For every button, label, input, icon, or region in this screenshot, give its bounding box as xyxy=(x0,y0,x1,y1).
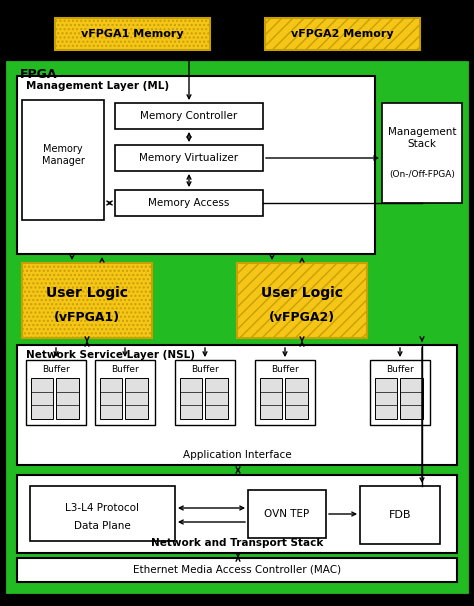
Text: Buffer: Buffer xyxy=(42,365,70,375)
Bar xyxy=(237,263,367,338)
Bar xyxy=(115,190,263,216)
Text: L3-L4 Protocol: L3-L4 Protocol xyxy=(65,503,139,513)
Bar xyxy=(22,100,104,220)
Text: Memory
Manager: Memory Manager xyxy=(42,144,84,166)
Bar xyxy=(56,378,79,419)
Text: FDB: FDB xyxy=(389,510,411,520)
Bar xyxy=(26,360,86,425)
Bar xyxy=(95,360,155,425)
Bar xyxy=(255,360,315,425)
Text: Memory Access: Memory Access xyxy=(148,198,230,208)
Text: Memory Virtualizer: Memory Virtualizer xyxy=(139,153,238,163)
Text: Network and Transport Stack: Network and Transport Stack xyxy=(151,538,323,548)
Bar xyxy=(31,378,54,419)
Bar xyxy=(115,103,263,129)
Bar xyxy=(180,378,202,419)
Text: vFPGA1 Memory: vFPGA1 Memory xyxy=(81,29,184,39)
Bar xyxy=(382,103,462,203)
Bar xyxy=(17,475,457,553)
Text: User Logic: User Logic xyxy=(261,286,343,300)
Text: OVN TEP: OVN TEP xyxy=(264,509,310,519)
Bar xyxy=(55,18,210,50)
Text: (On-/Off-FPGA): (On-/Off-FPGA) xyxy=(389,170,455,179)
Bar xyxy=(401,378,423,419)
Text: Memory Controller: Memory Controller xyxy=(140,111,237,121)
Text: Buffer: Buffer xyxy=(271,365,299,375)
Bar xyxy=(7,62,467,592)
Bar xyxy=(370,360,430,425)
Bar xyxy=(17,345,457,465)
Text: Network Service Layer (NSL): Network Service Layer (NSL) xyxy=(26,350,195,360)
Text: Management Layer (ML): Management Layer (ML) xyxy=(26,81,169,91)
Text: Data Plane: Data Plane xyxy=(73,521,130,531)
Bar xyxy=(22,263,152,338)
Text: Buffer: Buffer xyxy=(191,365,219,375)
Bar xyxy=(115,145,263,171)
Bar xyxy=(206,378,228,419)
Text: User Logic: User Logic xyxy=(46,286,128,300)
Text: Application Interface: Application Interface xyxy=(182,450,292,460)
Text: Buffer: Buffer xyxy=(386,365,414,375)
Text: FPGA: FPGA xyxy=(20,67,57,81)
Text: (vFPGA1): (vFPGA1) xyxy=(54,311,120,324)
Bar xyxy=(360,486,440,544)
Bar xyxy=(265,18,420,50)
Bar xyxy=(17,76,375,254)
Bar xyxy=(126,378,148,419)
Text: Ethernet Media Access Controller (MAC): Ethernet Media Access Controller (MAC) xyxy=(133,565,341,575)
Bar xyxy=(100,378,122,419)
Bar xyxy=(285,378,308,419)
Text: Buffer: Buffer xyxy=(111,365,139,375)
Bar xyxy=(17,558,457,582)
Text: (vFPGA2): (vFPGA2) xyxy=(269,311,335,324)
Bar xyxy=(175,360,235,425)
Bar xyxy=(30,486,175,541)
Text: vFPGA2 Memory: vFPGA2 Memory xyxy=(291,29,394,39)
Text: Management
Stack: Management Stack xyxy=(388,127,456,149)
Bar xyxy=(260,378,283,419)
Bar xyxy=(248,490,326,538)
Bar xyxy=(375,378,398,419)
